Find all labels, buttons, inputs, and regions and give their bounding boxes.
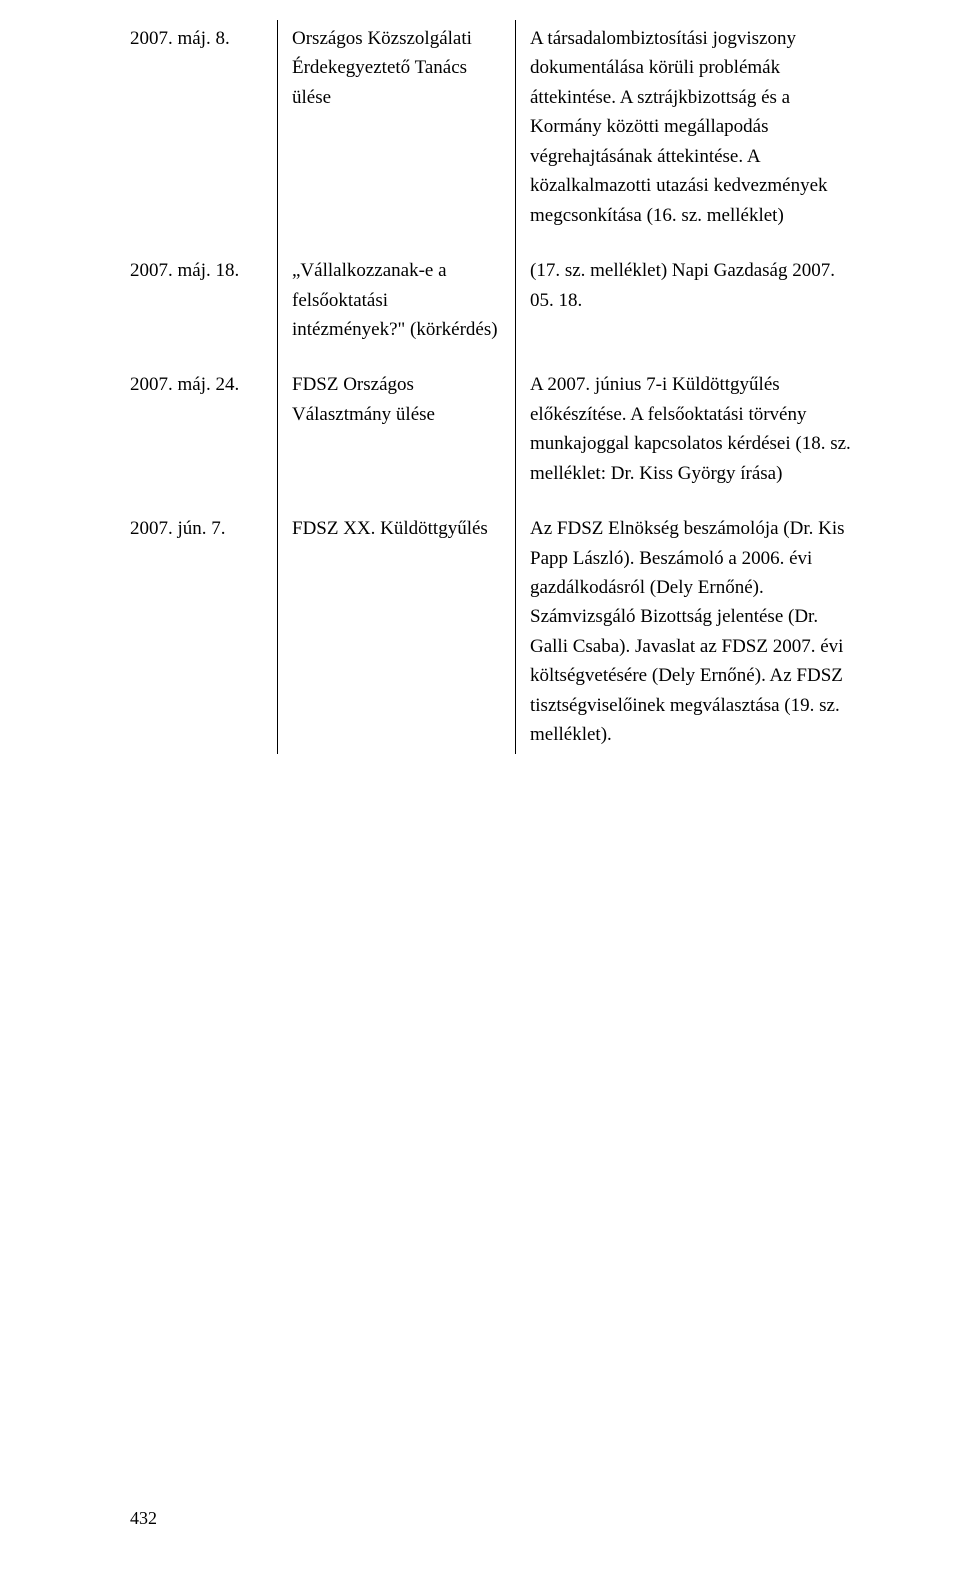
description-cell: (17. sz. melléklet) Napi Gazdaság 2007. … bbox=[516, 252, 860, 348]
table-row: 2007. máj. 18. „Vállalkozzanak-e a felső… bbox=[130, 252, 860, 348]
date-cell: 2007. máj. 24. bbox=[130, 366, 278, 492]
description-cell: A 2007. június 7-i Küldöttgyűlés előkész… bbox=[516, 366, 860, 492]
row-spacer bbox=[130, 234, 860, 252]
event-cell: „Vállalkozzanak-e a felsőoktatási intézm… bbox=[278, 252, 516, 348]
events-table: 2007. máj. 8. Országos Közszolgálati Érd… bbox=[130, 20, 860, 754]
table-row: 2007. máj. 24. FDSZ Országos Választmány… bbox=[130, 366, 860, 492]
event-cell: FDSZ XX. Küldöttgyűlés bbox=[278, 510, 516, 754]
row-spacer bbox=[130, 348, 860, 366]
table-row: 2007. máj. 8. Országos Közszolgálati Érd… bbox=[130, 20, 860, 234]
table-row: 2007. jún. 7. FDSZ XX. Küldöttgyűlés Az … bbox=[130, 510, 860, 754]
description-cell: A társadalombiztosítási jogviszony dokum… bbox=[516, 20, 860, 234]
row-spacer bbox=[130, 492, 860, 510]
document-page: 2007. máj. 8. Országos Közszolgálati Érd… bbox=[0, 0, 960, 1584]
event-cell: Országos Közszolgálati Érdekegyeztető Ta… bbox=[278, 20, 516, 234]
date-cell: 2007. máj. 18. bbox=[130, 252, 278, 348]
event-cell: FDSZ Országos Választmány ülése bbox=[278, 366, 516, 492]
date-cell: 2007. máj. 8. bbox=[130, 20, 278, 234]
page-number: 432 bbox=[130, 1508, 157, 1529]
date-cell: 2007. jún. 7. bbox=[130, 510, 278, 754]
description-cell: Az FDSZ Elnökség beszámolója (Dr. Kis Pa… bbox=[516, 510, 860, 754]
